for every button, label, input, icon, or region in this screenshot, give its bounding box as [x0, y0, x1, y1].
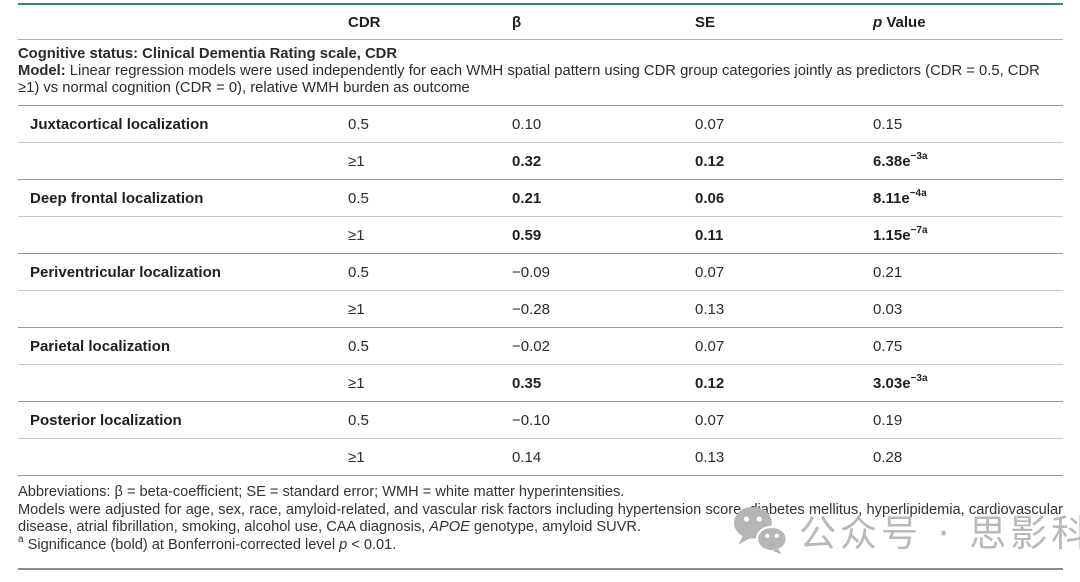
header-se: SE [695, 13, 716, 31]
cell-beta: −0.09 [512, 263, 550, 281]
cell-se: 0.12 [695, 152, 725, 170]
cell-beta: −0.10 [512, 411, 550, 429]
table-row: Posterior localization 0.5 −0.10 0.07 0.… [18, 402, 1063, 440]
cell-cdr: ≥1 [348, 300, 365, 318]
cognitive-status-line: Cognitive status: Clinical Dementia Rati… [18, 46, 398, 62]
cell-beta: 0.32 [512, 152, 542, 170]
pvalue-exponent: −3a [910, 372, 928, 384]
model-label: Model: [18, 62, 66, 79]
cell-se: 0.07 [695, 263, 725, 281]
cell-pvalue: 8.11e−4a [873, 187, 927, 207]
row-label: Periventricular localization [30, 263, 221, 281]
model-line: Model: Linear regression models were use… [18, 63, 1063, 97]
data-top-rule [18, 105, 1063, 107]
cell-cdr: ≥1 [348, 448, 365, 466]
cell-cdr: 0.5 [348, 263, 369, 281]
footnote-adjustments: Models were adjusted for age, sex, race,… [18, 501, 1063, 536]
table-row: ≥1 0.35 0.12 3.03e−3a [18, 365, 1063, 403]
cell-cdr: ≥1 [348, 226, 365, 244]
table-row: Parietal localization 0.5 −0.02 0.07 0.7… [18, 328, 1063, 366]
cell-cdr: 0.5 [348, 411, 369, 429]
row-label: Posterior localization [30, 411, 182, 429]
header-pvalue: p Value [873, 13, 926, 31]
pvalue-exponent: −3a [910, 150, 928, 162]
cell-cdr: 0.5 [348, 189, 369, 207]
cell-pvalue: 0.03 [873, 300, 903, 318]
header-separator-rule [18, 39, 1063, 40]
row-label: Deep frontal localization [30, 189, 204, 207]
cell-cdr: ≥1 [348, 152, 365, 170]
cell-pvalue: 6.38e−3a [873, 150, 928, 170]
cell-se: 0.07 [695, 337, 725, 355]
model-text: Linear regression models were used indep… [18, 62, 1040, 96]
apoe-italic: APOE [429, 519, 470, 536]
row-label: Parietal localization [30, 337, 171, 355]
cell-pvalue: 3.03e−3a [873, 372, 928, 392]
table-row: Periventricular localization 0.5 −0.09 0… [18, 254, 1063, 292]
header-beta: β [512, 13, 522, 31]
cell-pvalue: 0.28 [873, 448, 903, 466]
table-header-row: CDR β SE p Value [18, 5, 1063, 39]
page-bottom-rule [18, 568, 1063, 571]
cell-se: 0.07 [695, 411, 725, 429]
cell-beta: 0.10 [512, 115, 542, 133]
cell-cdr: ≥1 [348, 374, 365, 392]
table-row: Juxtacortical localization 0.5 0.10 0.07… [18, 106, 1063, 144]
cell-pvalue: 0.75 [873, 337, 903, 355]
cell-pvalue: 1.15e−7a [873, 224, 928, 244]
table-row: ≥1 0.32 0.12 6.38e−3a [18, 143, 1063, 181]
cell-se: 0.13 [695, 300, 725, 318]
table-footnotes: Abbreviations: β = beta-coefficient; SE … [18, 476, 1063, 554]
cell-se: 0.07 [695, 115, 725, 133]
cell-se: 0.12 [695, 374, 725, 392]
cell-beta: 0.21 [512, 189, 542, 207]
cell-pvalue: 0.19 [873, 411, 903, 429]
cell-se: 0.11 [695, 226, 724, 244]
row-label: Juxtacortical localization [30, 115, 209, 133]
cell-cdr: 0.5 [348, 337, 369, 355]
cell-se: 0.06 [695, 189, 725, 207]
cell-cdr: 0.5 [348, 115, 369, 133]
footnote-abbreviations: Abbreviations: β = beta-coefficient; SE … [18, 484, 625, 501]
cell-beta: 0.59 [512, 226, 542, 244]
table-top-accent-rule [18, 3, 1063, 5]
table-row: Deep frontal localization 0.5 0.21 0.06 … [18, 180, 1063, 218]
cell-pvalue: 0.21 [873, 263, 903, 281]
pvalue-exponent: −4a [909, 187, 927, 199]
table-row: ≥1 0.14 0.13 0.28 [18, 439, 1063, 477]
footnote-marker: a [18, 533, 24, 545]
p-italic: p [339, 536, 348, 553]
cell-beta: 0.35 [512, 374, 542, 392]
watermark: 公众号 · 思影科技 [733, 503, 1080, 557]
cell-se: 0.13 [695, 448, 725, 466]
table-row: ≥1 0.59 0.11 1.15e−7a [18, 217, 1063, 255]
cell-pvalue: 0.15 [873, 115, 903, 133]
pvalue-exponent: −7a [910, 224, 928, 236]
table-row: ≥1 −0.28 0.13 0.03 [18, 291, 1063, 329]
model-description-block: Cognitive status: Clinical Dementia Rati… [18, 40, 1063, 105]
cell-beta: −0.02 [512, 337, 550, 355]
header-cdr: CDR [348, 13, 381, 31]
wechat-icon [733, 506, 788, 555]
cell-beta: 0.14 [512, 448, 542, 466]
watermark-text: 公众号 · 思影科技 [799, 512, 1080, 555]
footnote-significance: a Significance (bold) at Bonferroni-corr… [18, 533, 397, 553]
cell-beta: −0.28 [512, 300, 550, 318]
